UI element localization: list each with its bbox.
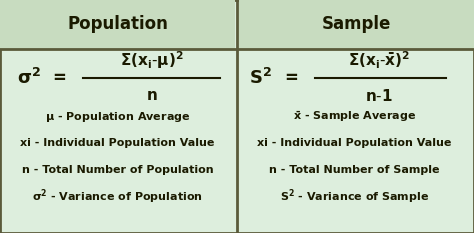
Text: $\mathbf{\Sigma(x_i\text{-}\bar{x})^2}$: $\mathbf{\Sigma(x_i\text{-}\bar{x})^2}$ bbox=[348, 50, 410, 71]
Text: $\mathbf{\sigma^2}$: $\mathbf{\sigma^2}$ bbox=[17, 68, 41, 88]
Text: $\mathbf{n\text{-}1}$: $\mathbf{n\text{-}1}$ bbox=[365, 88, 393, 103]
Text: n - Total Number of Sample: n - Total Number of Sample bbox=[269, 165, 440, 175]
Text: $\mathbf{\Sigma(x_i\text{-}\mu)^2}$: $\mathbf{\Sigma(x_i\text{-}\mu)^2}$ bbox=[120, 50, 183, 72]
Text: $\mathbf{S^2}$ - Variance of Sample: $\mathbf{S^2}$ - Variance of Sample bbox=[280, 188, 429, 206]
Bar bbox=[0, 0, 235, 49]
Text: =: = bbox=[52, 69, 66, 87]
Text: $\mathbf{\bar{x}}$ - Sample Average: $\mathbf{\bar{x}}$ - Sample Average bbox=[293, 109, 416, 124]
Text: xi - Individual Population Value: xi - Individual Population Value bbox=[257, 138, 452, 148]
Text: $\mathbf{\mu}$ - Population Average: $\mathbf{\mu}$ - Population Average bbox=[45, 110, 190, 123]
Bar bbox=[239, 0, 474, 49]
Text: Sample: Sample bbox=[322, 15, 391, 34]
Text: $\mathbf{\sigma^2}$ - Variance of Population: $\mathbf{\sigma^2}$ - Variance of Popula… bbox=[32, 188, 203, 206]
Text: xi - Individual Population Value: xi - Individual Population Value bbox=[20, 138, 215, 148]
Text: =: = bbox=[284, 69, 298, 87]
Text: n - Total Number of Population: n - Total Number of Population bbox=[22, 165, 213, 175]
Text: Population: Population bbox=[67, 15, 168, 34]
Text: $\mathbf{n}$: $\mathbf{n}$ bbox=[146, 88, 157, 103]
Text: $\mathbf{S^2}$: $\mathbf{S^2}$ bbox=[249, 68, 272, 88]
